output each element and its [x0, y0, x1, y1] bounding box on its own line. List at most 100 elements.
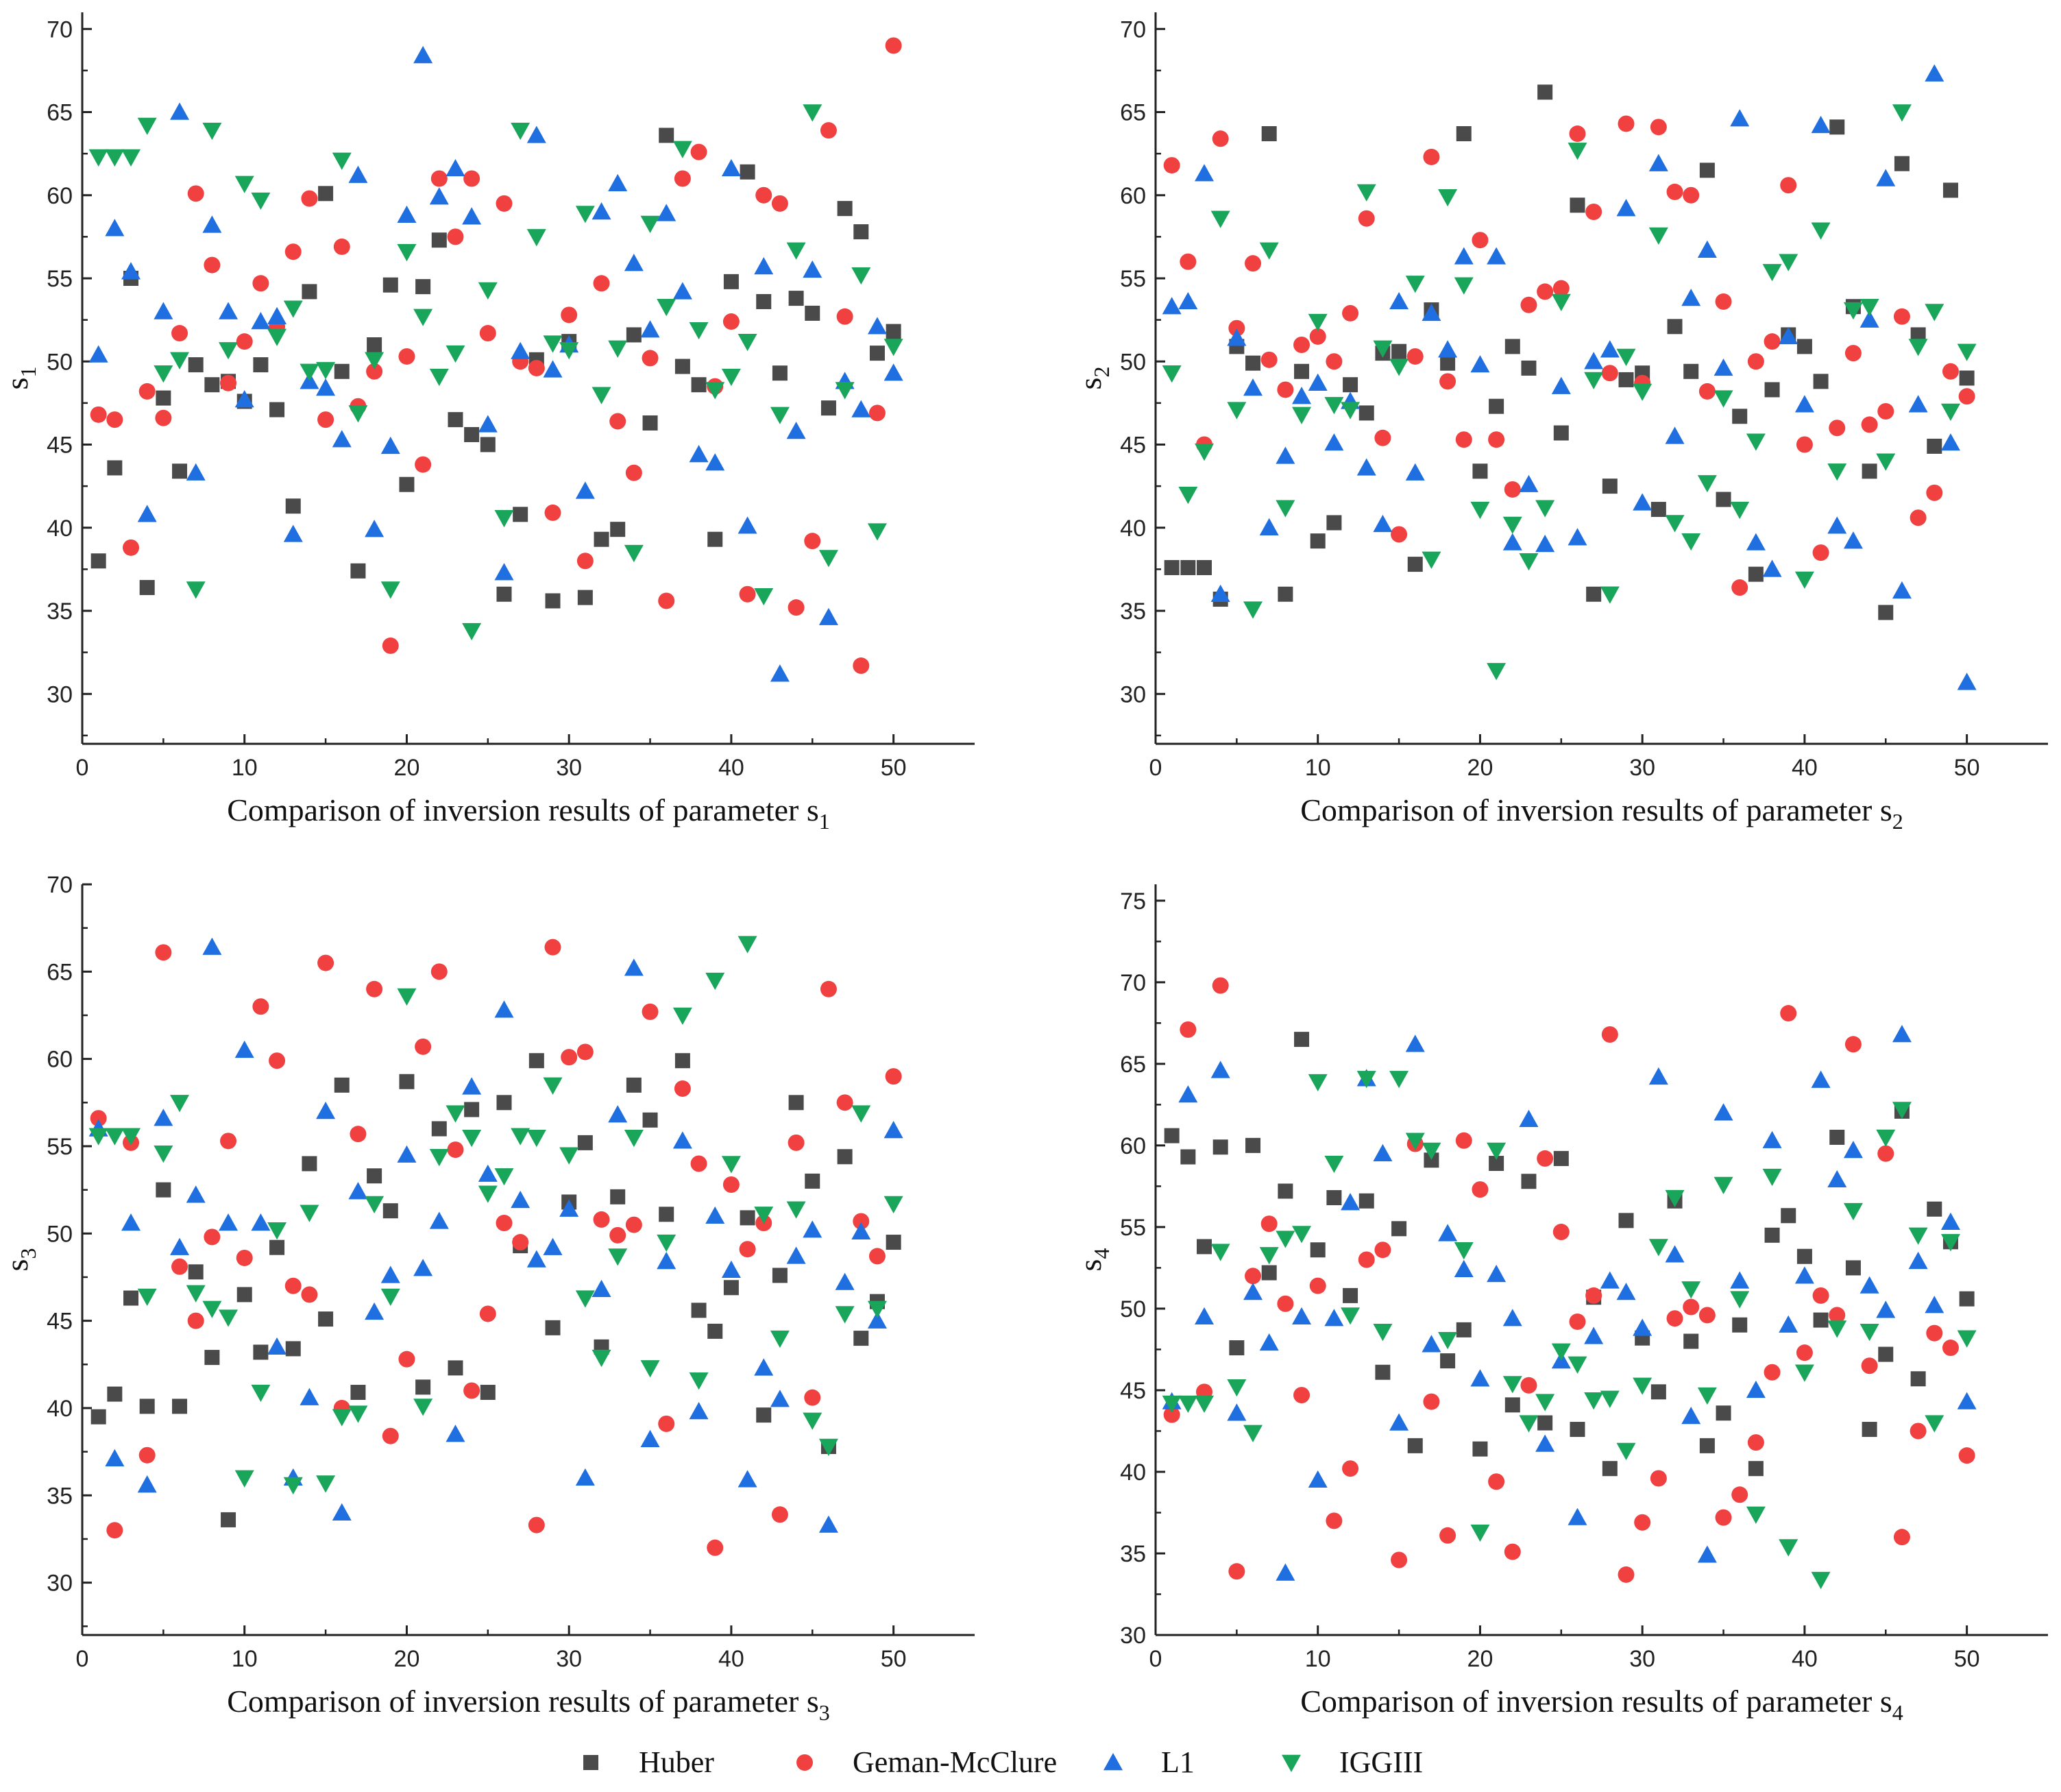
- data-point: [316, 1475, 336, 1493]
- data-point: [480, 437, 496, 452]
- data-point: [1584, 1327, 1604, 1344]
- data-point: [429, 1211, 449, 1229]
- data-point: [462, 207, 482, 225]
- data-point: [1324, 397, 1344, 415]
- data-point: [219, 1309, 239, 1327]
- data-point: [171, 325, 188, 342]
- data-point: [1276, 1231, 1295, 1248]
- data-point: [691, 1303, 707, 1318]
- data-point: [1681, 533, 1701, 551]
- data-point: [1309, 328, 1326, 345]
- data-point: [1438, 1224, 1458, 1242]
- data-point: [1535, 500, 1555, 518]
- data-point: [1618, 115, 1635, 132]
- data-point: [805, 305, 820, 321]
- data-point: [1697, 1545, 1717, 1563]
- data-point: [1665, 426, 1685, 444]
- data-point: [594, 531, 609, 547]
- data-point: [463, 170, 480, 187]
- data-point: [657, 1252, 676, 1270]
- y-tick-label: 70: [47, 872, 73, 898]
- data-point: [1405, 1034, 1425, 1052]
- data-point: [1553, 1150, 1569, 1166]
- data-point: [1487, 247, 1507, 265]
- data-point: [853, 224, 869, 240]
- data-point: [592, 1279, 611, 1297]
- data-point: [382, 1427, 399, 1444]
- data-point: [1210, 1061, 1230, 1078]
- data-point: [1227, 328, 1247, 346]
- data-point: [1570, 1422, 1585, 1438]
- data-point: [722, 1176, 740, 1193]
- y-tick-label: 75: [1120, 888, 1146, 915]
- data-point: [867, 1300, 887, 1318]
- data-point: [1681, 289, 1701, 306]
- x-tick-label: 40: [718, 755, 744, 781]
- data-point: [332, 152, 352, 170]
- data-point: [1292, 387, 1312, 404]
- y-tick-label: 50: [1120, 349, 1146, 375]
- data-point: [202, 215, 222, 233]
- data-point: [397, 244, 417, 262]
- data-point: [269, 402, 285, 417]
- y-axis-title: s1: [0, 367, 40, 390]
- data-point: [1764, 382, 1780, 398]
- data-point: [786, 242, 806, 260]
- data-point: [1925, 1296, 1944, 1313]
- legend-item-huber: Huber: [583, 1745, 714, 1779]
- data-point: [1227, 1379, 1247, 1397]
- y-axis-title: s3: [0, 1248, 40, 1272]
- data-point: [1633, 493, 1653, 511]
- data-point: [545, 593, 561, 609]
- data-point: [219, 302, 239, 319]
- data-point: [1876, 169, 1896, 186]
- data-point: [672, 1131, 692, 1149]
- data-point: [737, 516, 757, 534]
- data-point: [380, 1288, 400, 1306]
- data-point: [1925, 64, 1944, 82]
- data-point: [721, 368, 741, 387]
- data-point: [705, 1206, 725, 1224]
- data-point: [415, 1038, 432, 1055]
- data-point: [511, 1128, 531, 1146]
- x-tick-label: 10: [232, 1646, 258, 1672]
- data-point: [1489, 1156, 1504, 1172]
- data-point: [624, 958, 644, 976]
- data-point: [1959, 370, 1975, 386]
- data-point: [1180, 1021, 1197, 1038]
- data-point: [1746, 433, 1766, 451]
- series-geman-mcclure: [1163, 977, 1975, 1583]
- data-point: [1827, 1170, 1847, 1188]
- data-point: [1405, 1133, 1425, 1150]
- data-point: [1373, 1324, 1393, 1342]
- y-tick-label: 50: [1120, 1296, 1146, 1322]
- data-point: [803, 1412, 822, 1430]
- data-point: [480, 1385, 496, 1401]
- data-point: [659, 128, 674, 143]
- data-point: [1843, 1202, 1863, 1221]
- data-point: [1796, 1248, 1812, 1264]
- x-tick-label: 20: [1467, 1646, 1493, 1672]
- data-point: [1650, 502, 1666, 518]
- data-point: [723, 274, 739, 289]
- data-point: [430, 963, 448, 980]
- data-point: [156, 1182, 171, 1198]
- y-tick-label: 30: [47, 1571, 73, 1597]
- data-point: [1358, 1193, 1374, 1209]
- data-point: [1762, 264, 1782, 282]
- data-point: [464, 1102, 480, 1117]
- data-point: [1568, 143, 1587, 160]
- data-point: [1180, 1149, 1196, 1165]
- x-tick-label: 0: [76, 1646, 89, 1672]
- data-point: [1243, 378, 1263, 396]
- data-point: [1422, 1335, 1441, 1353]
- data-point: [868, 1248, 886, 1265]
- panel-2: 30 35 40 45 50 55 60 65 70 0 10 20 30 40 50 Comparison …: [1073, 12, 2048, 834]
- data-point: [1811, 1070, 1831, 1088]
- data-point: [1487, 1142, 1507, 1161]
- data-point: [1552, 280, 1570, 297]
- data-point: [1438, 1331, 1458, 1350]
- data-point: [1861, 1357, 1878, 1375]
- data-point: [1326, 1512, 1343, 1529]
- data-point: [1616, 1442, 1636, 1461]
